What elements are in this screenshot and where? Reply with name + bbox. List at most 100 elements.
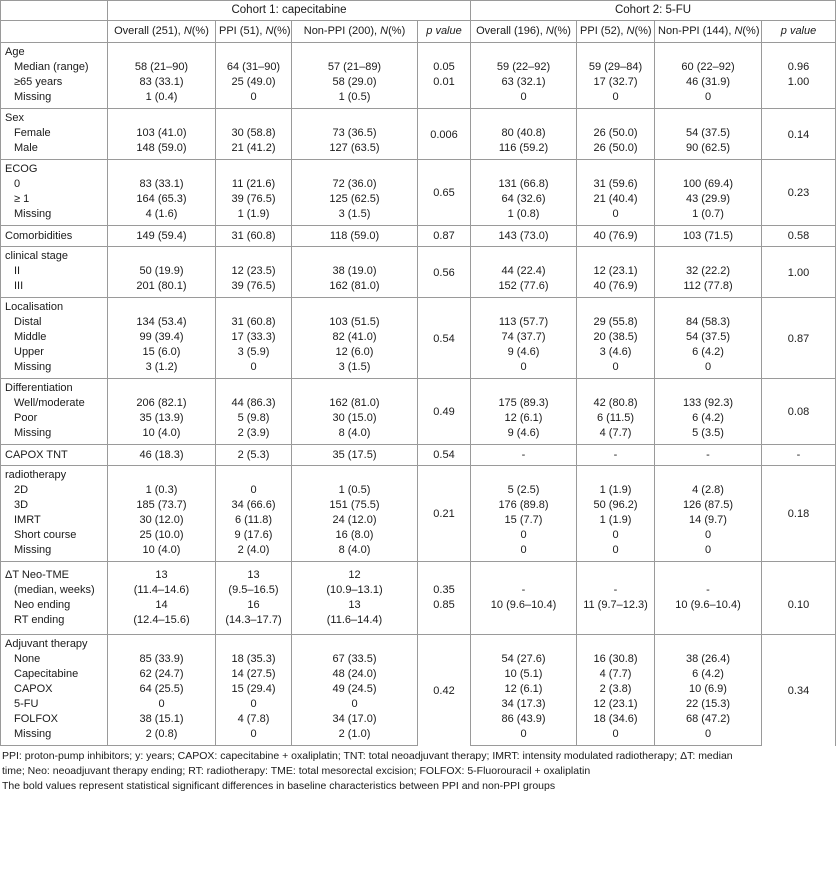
cell: 5 (9.8)	[215, 411, 292, 426]
cell: -	[470, 444, 578, 466]
cell: 12 (23.5)	[215, 264, 292, 279]
rt-value: 10 (9.6–10.4)	[675, 599, 741, 611]
neo-value: -	[521, 584, 526, 596]
cell: 12 (10.9–13.1) 13 (11.6–14.4)	[291, 561, 418, 635]
cell: 0	[576, 543, 656, 562]
cell: 4 (1.6)	[107, 207, 216, 226]
row-label: Missing	[0, 426, 108, 445]
cell: 1 (0.5)	[291, 90, 418, 109]
cell: 18 (35.3)	[215, 652, 292, 667]
cell: 176 (89.8)	[470, 498, 578, 513]
cell: 15 (6.0)	[107, 345, 216, 360]
cell: 3 (4.6)	[576, 345, 656, 360]
cell: 0	[107, 697, 216, 712]
cell: 151 (75.5)	[291, 498, 418, 513]
table-row: FOLFOX 38 (15.1) 4 (7.8) 34 (17.0) 86 (4…	[0, 712, 836, 727]
cell: 72 (36.0)	[291, 177, 418, 192]
c1-ppi-header: PPI (51), N(%)	[215, 20, 292, 43]
cell: 131 (66.8)	[470, 177, 578, 192]
cell: 80 (40.8)	[470, 126, 578, 141]
age-section: Age	[0, 42, 836, 60]
neo-tme-row: ΔT Neo-TME (median, weeks) Neo ending RT…	[0, 561, 836, 635]
table-row: Middle 99 (39.4) 17 (33.3) 82 (41.0) 74 …	[0, 330, 836, 345]
cell: 25 (49.0)	[215, 75, 292, 90]
cell: 13 (11.4–14.6) 14 (12.4–15.6)	[107, 561, 216, 635]
cell: 84 (58.3)	[654, 315, 763, 330]
row-label: Poor	[0, 411, 108, 426]
cell: 18 (34.6)	[576, 712, 656, 727]
cell: 6 (4.2)	[654, 667, 763, 682]
table-row: II 50 (19.9) 12 (23.5) 38 (19.0) 44 (22.…	[0, 264, 836, 279]
cell: -	[576, 444, 656, 466]
cell: 149 (59.4)	[107, 225, 216, 247]
neo-value: -	[613, 584, 618, 596]
table-row: None 85 (33.9) 18 (35.3) 67 (33.5) 54 (2…	[0, 652, 836, 667]
cell: 0	[470, 90, 578, 109]
cell: 40 (76.9)	[576, 225, 656, 247]
cell: 10 (4.0)	[107, 426, 216, 445]
cell: 0	[576, 207, 656, 226]
cell: 4 (7.7)	[576, 426, 656, 445]
row-label: ≥65 years	[0, 75, 108, 90]
cell: 0	[215, 727, 292, 746]
c1-overall-header: Overall (251), N(%)	[107, 20, 216, 43]
row-label: Upper	[0, 345, 108, 360]
cell: 0	[654, 90, 763, 109]
row-label: 5-FU	[0, 697, 108, 712]
cell: 2 (3.9)	[215, 426, 292, 445]
cell: 4 (7.8)	[215, 712, 292, 727]
cell: 0	[576, 727, 656, 746]
cell: 201 (80.1)	[107, 279, 216, 298]
rt-value: 10 (9.6–10.4)	[490, 599, 557, 611]
cell: 34 (17.3)	[470, 697, 578, 712]
cell: - 11 (9.7–12.3)	[576, 561, 656, 635]
row-label: III	[0, 279, 108, 298]
cell: 63 (32.1)	[470, 75, 578, 90]
baseline-characteristics-table-figure: Cohort 1: capecitabine Cohort 2: 5-FU Ov…	[0, 0, 836, 792]
cell: 85 (33.9)	[107, 652, 216, 667]
row-label: Short course	[0, 528, 108, 543]
cell: 44 (22.4)	[470, 264, 578, 279]
cell: 0	[470, 727, 578, 746]
cell: 12 (23.1)	[576, 697, 656, 712]
differentiation-section: Differentiation 0.49 0.08	[0, 378, 836, 445]
row-label: Missing	[0, 360, 108, 379]
cell: 31 (60.8)	[215, 315, 292, 330]
cell: 22 (15.3)	[654, 697, 763, 712]
cell: 68 (47.2)	[654, 712, 763, 727]
table-row: Missing 3 (1.2) 0 3 (1.5) 0 0 0	[0, 360, 836, 379]
p-value: 0.34	[761, 634, 836, 746]
cell: 50 (19.9)	[107, 264, 216, 279]
neo-median: 12	[348, 569, 361, 581]
p-value	[761, 90, 836, 109]
cell: 20 (38.5)	[576, 330, 656, 345]
cell: 5 (2.5)	[470, 483, 578, 498]
cell: 9 (4.6)	[470, 426, 578, 445]
cell: 30 (15.0)	[291, 411, 418, 426]
neo-range: (9.5–16.5)	[228, 584, 279, 596]
cell: 125 (62.5)	[291, 192, 418, 207]
cell: 8 (4.0)	[291, 426, 418, 445]
cell: 126 (87.5)	[654, 498, 763, 513]
cell: 31 (60.8)	[215, 225, 292, 247]
cell: 42 (80.8)	[576, 396, 656, 411]
table-row: Missing 1 (0.4) 0 1 (0.5) 0 0 0	[0, 90, 836, 109]
cell: 24 (12.0)	[291, 513, 418, 528]
cell: 12 (6.1)	[470, 682, 578, 697]
cell: 4 (7.7)	[576, 667, 656, 682]
cell: 0	[215, 360, 292, 379]
table-row: Median (range) 58 (21–90) 64 (31–90) 57 …	[0, 60, 836, 75]
cell: 39 (76.5)	[215, 192, 292, 207]
cell: 2 (1.0)	[291, 727, 418, 746]
cell: 43 (29.9)	[654, 192, 763, 207]
cell: 16 (30.8)	[576, 652, 656, 667]
cell: 0	[470, 528, 578, 543]
cell: 44 (86.3)	[215, 396, 292, 411]
neo-range: (10.9–13.1)	[326, 584, 383, 596]
c1-nonppi-header: Non-PPI (200), N(%)	[291, 20, 418, 43]
cell: 54 (27.6)	[470, 652, 578, 667]
cell: 38 (15.1)	[107, 712, 216, 727]
cell: 39 (76.5)	[215, 279, 292, 298]
cell: 26 (50.0)	[576, 126, 656, 141]
row-label: Well/moderate	[0, 396, 108, 411]
